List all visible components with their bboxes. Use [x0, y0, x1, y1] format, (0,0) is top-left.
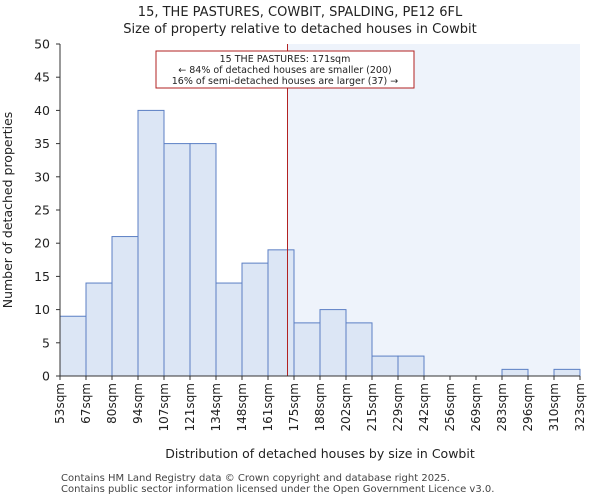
- bar-215sqm: [371, 355, 399, 377]
- annotation-box: [155, 50, 415, 89]
- bar-94sqm: [137, 109, 165, 377]
- chart-title: 15, THE PASTURES, COWBIT, SPALDING, PE12…: [138, 5, 463, 20]
- x-tick-label-107sqm: 107sqm: [157, 383, 171, 431]
- x-tick-label-67sqm: 67sqm: [79, 383, 93, 424]
- x-tick-label-161sqm: 161sqm: [261, 383, 275, 431]
- bar-121sqm: [189, 143, 217, 377]
- footer-line-1: Contains HM Land Registry data © Crown c…: [61, 473, 450, 484]
- x-tick-label-121sqm: 121sqm: [183, 383, 197, 431]
- bar-202sqm: [345, 322, 373, 377]
- x-tick-label-296sqm: 296sqm: [521, 383, 535, 431]
- y-tick-label-20: 20: [34, 236, 50, 251]
- x-tick-label-134sqm: 134sqm: [209, 383, 223, 431]
- x-tick-label-94sqm: 94sqm: [131, 383, 145, 424]
- y-tick-label-15: 15: [34, 269, 50, 284]
- x-tick-label-188sqm: 188sqm: [313, 383, 327, 431]
- y-tick-label-50: 50: [34, 37, 50, 52]
- bar-188sqm: [319, 309, 347, 377]
- y-axis-label: Number of detached properties: [0, 112, 15, 309]
- footer-line-2: Contains public sector information licen…: [61, 484, 495, 495]
- annotation-line-3: 16% of semi-detached houses are larger (…: [172, 76, 399, 87]
- x-tick-label-229sqm: 229sqm: [391, 383, 405, 431]
- x-tick-label-80sqm: 80sqm: [105, 383, 119, 424]
- x-tick-label-283sqm: 283sqm: [495, 383, 509, 431]
- bar-67sqm: [85, 282, 113, 377]
- x-tick-label-256sqm: 256sqm: [443, 383, 457, 431]
- annotation-line-2: ← 84% of detached houses are smaller (20…: [178, 65, 391, 76]
- x-tick-label-202sqm: 202sqm: [339, 383, 353, 431]
- bar-175sqm: [293, 322, 321, 377]
- y-tick-label-5: 5: [42, 335, 50, 350]
- bar-148sqm: [241, 262, 269, 377]
- bar-283sqm: [501, 368, 529, 377]
- x-axis-label: Distribution of detached houses by size …: [165, 446, 475, 461]
- y-tick-label-40: 40: [34, 103, 50, 118]
- y-tick-label-30: 30: [34, 169, 50, 184]
- bar-229sqm: [397, 355, 425, 377]
- bar-53sqm: [59, 315, 87, 377]
- y-tick-label-35: 35: [34, 136, 50, 151]
- y-tick-label-10: 10: [34, 302, 50, 317]
- y-tick-label-0: 0: [42, 369, 50, 384]
- annotation-line-1: 15 THE PASTURES: 171sqm: [220, 54, 351, 65]
- y-tick-label-45: 45: [34, 70, 50, 85]
- bar-134sqm: [215, 282, 243, 377]
- x-tick-label-148sqm: 148sqm: [235, 383, 249, 431]
- x-tick-label-175sqm: 175sqm: [287, 383, 301, 431]
- x-tick-label-53sqm: 53sqm: [53, 383, 67, 424]
- bar-161sqm: [267, 249, 295, 377]
- bar-107sqm: [163, 143, 191, 377]
- bar-80sqm: [111, 236, 139, 377]
- chart-subtitle: Size of property relative to detached ho…: [123, 22, 476, 37]
- x-tick-label-310sqm: 310sqm: [547, 383, 561, 431]
- y-tick-label-25: 25: [34, 203, 50, 218]
- x-tick-label-215sqm: 215sqm: [365, 383, 379, 431]
- x-tick-label-242sqm: 242sqm: [417, 383, 431, 431]
- x-tick-label-269sqm: 269sqm: [469, 383, 483, 431]
- x-tick-label-323sqm: 323sqm: [573, 383, 587, 431]
- bar-310sqm: [553, 368, 581, 377]
